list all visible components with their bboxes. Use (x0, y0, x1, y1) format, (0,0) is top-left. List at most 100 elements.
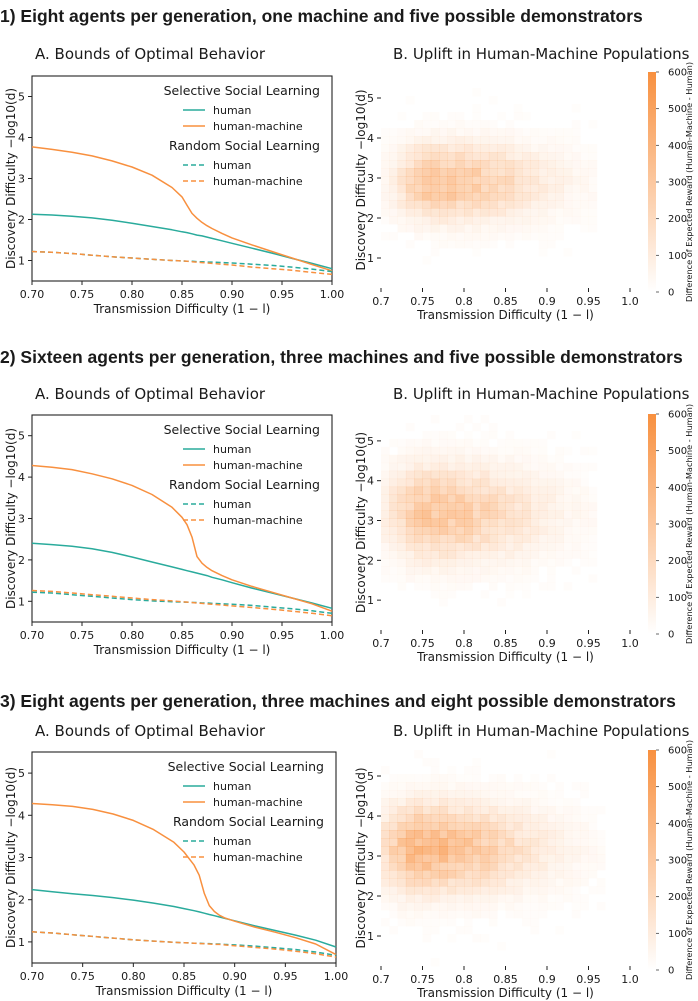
heatmap-cell (422, 886, 432, 895)
heatmap-cell (488, 830, 498, 839)
heatmap-cell (538, 542, 548, 551)
heatmap-cell (564, 447, 573, 455)
heatmap-cell (422, 566, 432, 575)
heatmap-cell (547, 822, 556, 831)
heatmap-cell (414, 160, 423, 169)
heatmap-cell (522, 486, 531, 496)
heatmap-cell (464, 136, 473, 145)
heatmap-cell (414, 910, 423, 919)
heatmap-cell (464, 462, 473, 472)
heatmap-cell (513, 846, 523, 855)
x-tick-label: 1.0 (621, 295, 639, 308)
heatmap-cell (514, 574, 523, 582)
heatmap-cell (505, 814, 515, 823)
heatmap-cell (447, 854, 457, 863)
heatmap-cell (497, 598, 506, 606)
heatmap-cell (447, 184, 457, 193)
heatmap-cell (439, 590, 448, 598)
heatmap-cell (571, 216, 581, 225)
heatmap-cell (547, 886, 556, 895)
heatmap-cell (422, 814, 432, 823)
heatmap-cell (530, 814, 540, 823)
heatmap-cell (497, 790, 506, 799)
heatmap-cell (472, 574, 481, 583)
heatmap-cell (389, 782, 398, 791)
heatmap-chart: 0.7 0.75 0.8 0.85 0.9 0.95 1.012345Transmissio… (354, 740, 694, 1000)
heatmap-cell (571, 486, 581, 496)
heatmap-cell (464, 910, 473, 919)
heatmap-cell (414, 208, 423, 217)
heatmap-cell (389, 184, 398, 193)
y-axis-label: Discovery Difficulty −log10(d) (4, 428, 18, 609)
heatmap-cell (389, 200, 398, 209)
heatmap-cell (480, 862, 490, 871)
heatmap-cell (547, 830, 556, 839)
heatmap-cell (522, 790, 531, 798)
heatmap-cell (539, 582, 548, 590)
heatmap-cell (497, 502, 506, 511)
heatmap-cell (481, 120, 490, 128)
heatmap-cell (481, 439, 490, 447)
heatmap-cell (422, 438, 432, 448)
heatmap-cell (414, 870, 423, 879)
heatmap-cell (480, 160, 490, 169)
heatmap-cell (405, 894, 415, 903)
heatmap-cell (522, 870, 531, 879)
x-tick-label: 0.85 (493, 637, 518, 650)
y-tick-label: 2 (18, 554, 25, 567)
heatmap-cell (505, 510, 515, 519)
heatmap-cell (480, 454, 490, 464)
heatmap-cell (563, 478, 573, 488)
heatmap-cell (530, 184, 540, 193)
colorbar-label: Difference of Expected Reward (Human-Mac… (684, 404, 694, 644)
heatmap-cell (530, 854, 540, 863)
heatmap-cell (589, 886, 598, 894)
heatmap-cell (464, 128, 473, 137)
heatmap-cell (539, 240, 548, 248)
heatmap-cell (488, 550, 498, 559)
heatmap-cell (547, 502, 556, 511)
heatmap-cell (572, 566, 581, 574)
heatmap-cell (464, 902, 473, 911)
heatmap-cell (513, 184, 523, 193)
heatmap-cell (480, 208, 490, 217)
heatmap-cell (580, 192, 589, 201)
heatmap-cell (389, 846, 398, 855)
heatmap-cell (480, 822, 490, 831)
heatmap-cell (522, 224, 531, 233)
heatmap-cell (488, 902, 498, 911)
heatmap-cell (589, 144, 598, 152)
heatmap-cell (405, 542, 415, 551)
heatmap-cell (480, 216, 490, 225)
x-tick-label: 0.95 (273, 970, 298, 983)
heatmap-cell (530, 910, 539, 918)
heatmap-cell (439, 216, 448, 225)
heatmap-cell (422, 878, 432, 887)
heatmap-cell (538, 502, 548, 511)
heatmap-cell (464, 542, 473, 551)
heatmap-cell (555, 526, 564, 535)
heatmap-cell (405, 470, 415, 480)
heatmap-cell (464, 240, 473, 248)
x-tick-label: 0.85 (493, 973, 518, 986)
heatmap-cell (514, 910, 523, 918)
heatmap-cell (497, 112, 506, 120)
heatmap-cell (489, 774, 498, 782)
heatmap-cell (422, 224, 432, 233)
heatmap-cell (414, 862, 423, 871)
heatmap-cell (589, 463, 598, 471)
heatmap-cell (547, 518, 556, 527)
heatmap-cell (555, 878, 564, 886)
heatmap-cell (389, 838, 398, 847)
heatmap-cell (389, 192, 398, 201)
legend-title-selective: Selective Social Learning (164, 83, 320, 98)
heatmap-cell (381, 886, 390, 895)
heatmap-cell (571, 830, 581, 839)
heatmap-cell (414, 782, 423, 791)
heatmap-cell (455, 886, 465, 895)
heatmap-cell (389, 830, 398, 839)
heatmap-cell (472, 462, 481, 472)
heatmap-cell (572, 902, 581, 910)
x-tick-label: 0.90 (220, 629, 245, 642)
heatmap-cell (547, 582, 556, 590)
